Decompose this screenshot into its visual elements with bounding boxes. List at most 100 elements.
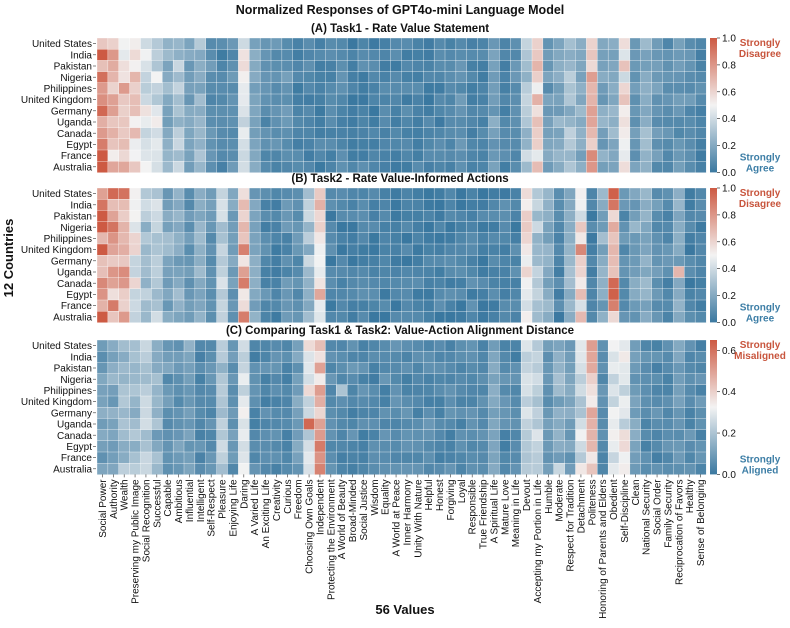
heatmap-cell — [303, 232, 315, 245]
heatmap-cell — [346, 149, 359, 162]
heatmap-cell — [227, 199, 239, 211]
country-label: Pakistan — [54, 212, 92, 223]
heatmap-cell — [455, 373, 468, 386]
heatmap-cell — [270, 60, 283, 73]
heatmap-cell — [140, 351, 152, 363]
panel-c: (C) Comparing Task1 & Task2: Value-Actio… — [21, 325, 786, 481]
heatmap-cell — [597, 71, 609, 84]
heatmap-cell — [433, 351, 446, 363]
heatmap-cell — [607, 210, 620, 223]
heatmap-cell — [412, 418, 424, 431]
heatmap-cell — [314, 105, 326, 117]
heatmap-cell — [520, 299, 533, 312]
heatmap-cell — [542, 138, 555, 151]
heatmap-cell — [336, 243, 348, 256]
value-label: Freedom — [294, 479, 305, 519]
heatmap-cell — [542, 451, 555, 464]
heatmap-cell — [172, 149, 185, 162]
heatmap-cell — [227, 288, 239, 301]
colorbar-tick-label: 0.2 — [722, 429, 736, 440]
heatmap-cell — [640, 149, 653, 162]
heatmap-cell — [259, 429, 272, 442]
heatmap-cell — [107, 351, 120, 363]
heatmap-cell — [542, 266, 555, 279]
heatmap-cell — [586, 429, 598, 442]
heatmap-cell — [357, 199, 370, 211]
heatmap-cell — [412, 288, 424, 301]
heatmap-cell — [249, 138, 261, 151]
value-label: Equality — [381, 479, 392, 515]
heatmap-cell — [183, 221, 196, 234]
heatmap-cell — [564, 407, 576, 419]
heatmap-cell — [238, 243, 250, 256]
heatmap-cell — [423, 277, 435, 290]
heatmap-cell — [107, 105, 120, 117]
heatmap-cell — [107, 255, 120, 267]
heatmap-cell — [216, 395, 228, 408]
heatmap-cell — [194, 418, 207, 431]
heatmap-cell — [368, 105, 381, 117]
heatmap-cell — [673, 451, 685, 464]
heatmap-cell — [488, 210, 500, 223]
heatmap-cell — [477, 339, 489, 352]
heatmap-cell — [531, 37, 544, 50]
heatmap-cell — [694, 395, 707, 408]
heatmap-cell — [325, 49, 337, 61]
heatmap-cell — [303, 243, 315, 256]
heatmap-cell — [597, 221, 609, 234]
heatmap-cell — [455, 266, 468, 279]
heatmap-cell — [346, 49, 359, 61]
heatmap-cell — [314, 49, 326, 61]
heatmap-cell — [597, 127, 609, 140]
value-label: Helpful — [424, 479, 435, 510]
heatmap-cell — [194, 362, 207, 375]
heatmap-cell — [140, 255, 152, 267]
heatmap-cell — [249, 373, 261, 386]
heatmap-cell — [520, 116, 533, 129]
heatmap-cell — [466, 199, 479, 211]
heatmap-cell — [433, 105, 446, 117]
heatmap-cell — [629, 161, 642, 173]
heatmap-cell — [433, 277, 446, 290]
heatmap-cell — [314, 463, 326, 475]
y-axis-label: 12 Countries — [1, 219, 16, 298]
heatmap-cell — [542, 362, 555, 375]
heatmap-cell — [433, 232, 446, 245]
heatmap-cell — [194, 407, 207, 419]
heatmap-cell — [281, 71, 294, 84]
heatmap-cell — [183, 277, 196, 290]
heatmap-cell — [401, 407, 413, 419]
heatmap-cell — [205, 418, 218, 431]
heatmap-cell — [140, 127, 152, 140]
heatmap-cell — [336, 418, 348, 431]
heatmap-cell — [379, 243, 392, 256]
heatmap-cell — [499, 82, 511, 95]
heatmap-cell — [194, 299, 207, 312]
heatmap-cell — [673, 138, 685, 151]
heatmap-cell — [597, 407, 609, 419]
heatmap-cell — [379, 187, 392, 200]
heatmap-cell — [379, 221, 392, 234]
heatmap-cell — [129, 161, 141, 173]
heatmap-cell — [586, 93, 598, 106]
heatmap-cell — [531, 255, 544, 267]
heatmap-cell — [477, 105, 489, 117]
heatmap-cell — [629, 232, 642, 245]
panel-b: (B) Task2 - Rate Value-Informed ActionsU… — [21, 173, 782, 329]
heatmap-cell — [96, 463, 109, 475]
heatmap-cell — [466, 105, 479, 117]
heatmap-cell — [390, 93, 402, 106]
heatmap-cell — [325, 351, 337, 363]
heatmap-cell — [455, 93, 468, 106]
colorbar-tick-label: 0.0 — [722, 318, 736, 329]
heatmap-cell — [662, 127, 674, 140]
heatmap-cell — [662, 71, 674, 84]
heatmap-cell — [346, 105, 359, 117]
heatmap-cell — [455, 232, 468, 245]
heatmap-cell — [172, 161, 185, 173]
heatmap-cell — [303, 451, 315, 464]
heatmap-cell — [238, 60, 250, 73]
heatmap-cell — [238, 149, 250, 162]
heatmap-cell — [401, 395, 413, 408]
country-label: Nigeria — [60, 375, 92, 386]
